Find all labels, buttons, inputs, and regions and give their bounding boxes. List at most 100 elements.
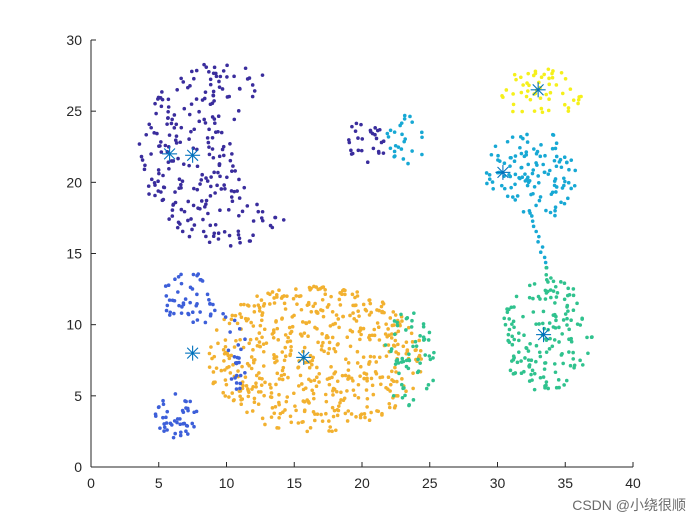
cluster-6-point <box>515 360 520 365</box>
cluster-3-point <box>385 131 390 136</box>
cluster-7-point <box>272 296 276 300</box>
cluster-7-point <box>358 374 362 378</box>
cluster-1-point <box>160 90 164 94</box>
cluster-1-point <box>226 208 231 212</box>
cluster-5-point <box>518 145 522 150</box>
cluster-6-point <box>566 286 570 291</box>
cluster-1-point <box>248 239 253 243</box>
cluster-6-point <box>517 338 521 343</box>
cluster-2-point <box>356 148 361 153</box>
cluster-9-point <box>165 303 170 308</box>
cluster-7-point <box>228 371 233 375</box>
cluster-7-point <box>326 351 331 356</box>
cluster-9-point <box>179 272 183 277</box>
cluster-1-point <box>205 179 210 183</box>
cluster-6-point <box>554 385 559 390</box>
cluster-7-point <box>290 324 295 329</box>
cluster-7-point <box>249 355 254 359</box>
cluster-10-point <box>237 356 241 360</box>
cluster-1-point <box>199 178 204 182</box>
cluster-7-point <box>404 389 408 394</box>
cluster-1-point <box>233 169 237 173</box>
cluster-5-point <box>552 179 557 183</box>
cluster-7-point <box>223 378 228 382</box>
cluster-7-point <box>375 409 379 413</box>
cluster-7-point <box>334 428 338 433</box>
cluster-11-point <box>194 409 199 414</box>
cluster-4-point <box>519 90 524 95</box>
cluster-3-point <box>401 157 406 161</box>
cluster-7-point <box>353 295 357 300</box>
cluster-7-point <box>401 344 406 349</box>
cluster-5-point <box>531 168 536 172</box>
cluster-1-point <box>156 95 161 100</box>
cluster-7-point <box>317 371 322 376</box>
centroid-marker <box>185 345 201 361</box>
cluster-7-point <box>341 314 346 319</box>
cluster-6-point <box>503 322 508 327</box>
cluster-7-point <box>285 340 290 344</box>
cluster-7-point <box>238 394 242 399</box>
cluster-1-point <box>247 76 252 80</box>
cluster-7-point <box>328 324 333 328</box>
cluster-7-point <box>316 340 320 345</box>
cluster-7-point <box>362 376 366 381</box>
cluster-3-point <box>386 135 391 139</box>
cluster-11-point <box>186 432 190 436</box>
cluster-3-point <box>388 146 393 151</box>
cluster-5-point <box>542 170 547 175</box>
cluster-7-point <box>368 354 373 359</box>
cluster-1-point <box>166 109 170 114</box>
cluster-5-point <box>526 180 531 185</box>
cluster-7-point <box>289 329 294 334</box>
cluster-7-point <box>234 338 238 343</box>
cluster-7-point <box>330 429 334 434</box>
cluster-8-point <box>423 353 428 357</box>
cluster-7-point <box>374 360 379 364</box>
cluster-7-point <box>291 296 296 301</box>
cluster-1-point <box>179 186 183 190</box>
cluster-7-point <box>325 333 329 338</box>
cluster-7-point <box>361 355 366 359</box>
cluster-7-point <box>337 297 342 302</box>
cluster-6-point <box>514 294 519 299</box>
cluster-5-point <box>520 175 525 180</box>
cluster-8-point <box>400 356 405 361</box>
cluster-6-point <box>544 383 548 388</box>
cluster-6-point <box>551 289 556 293</box>
cluster-8-point <box>389 349 393 354</box>
cluster-6-point <box>511 319 516 324</box>
cluster-7-point <box>361 302 366 307</box>
cluster-9-point <box>207 298 211 302</box>
cluster-7-point <box>317 380 321 384</box>
cluster-7-point <box>277 392 281 397</box>
cluster-1-point <box>147 122 152 127</box>
cluster-1-point <box>221 69 226 73</box>
cluster-4-point <box>540 110 545 115</box>
cluster-1-point <box>161 197 166 202</box>
cluster-7-point <box>240 386 245 391</box>
cluster-5-point <box>525 183 530 188</box>
cluster-10-point <box>239 347 243 352</box>
cluster-7-point <box>301 420 305 424</box>
cluster-5-point <box>502 186 507 191</box>
cluster-9-point <box>168 310 173 315</box>
cluster-1-point <box>236 229 241 234</box>
cluster-7-point <box>400 377 404 381</box>
cluster-7-point <box>277 288 281 292</box>
cluster-7-point <box>230 391 235 395</box>
cluster-1-point <box>180 229 185 234</box>
cluster-1-point <box>159 150 164 154</box>
cluster-5-point <box>553 213 557 218</box>
cluster-7-point <box>393 338 398 343</box>
cluster-3-point <box>388 128 393 133</box>
cluster-11-point <box>158 426 162 430</box>
cluster-7-point <box>362 411 367 416</box>
cluster-9-point <box>172 311 176 316</box>
cluster-4-point <box>548 90 553 95</box>
cluster-7-point <box>368 301 373 306</box>
cluster-7-point <box>232 345 237 349</box>
cluster-1-point <box>157 171 161 176</box>
cluster-7-point <box>373 370 378 374</box>
cluster-3-point <box>392 149 397 154</box>
